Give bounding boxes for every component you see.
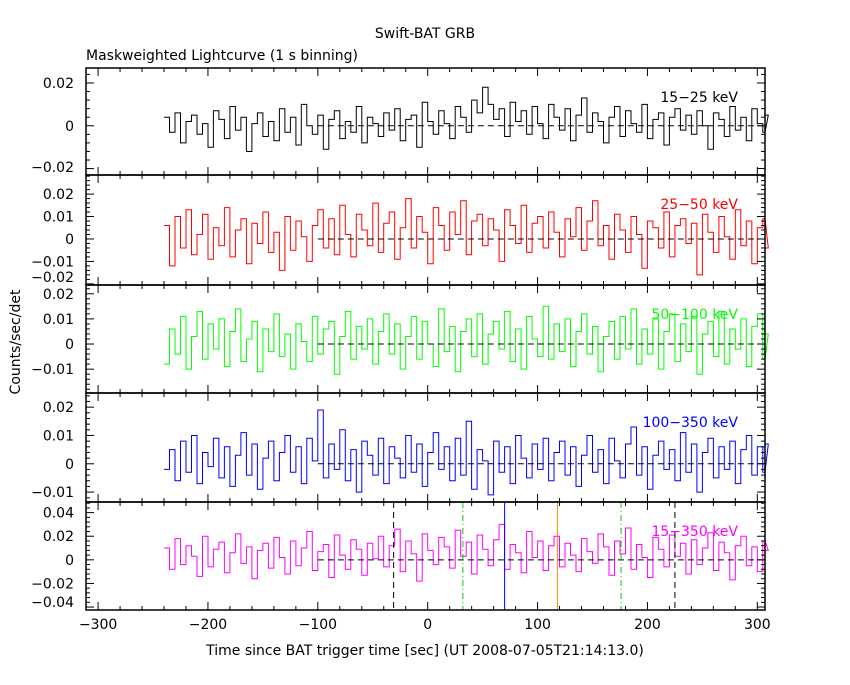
y-axis-label: Counts/sec/det (8, 289, 24, 394)
chart-title: Swift-BAT GRB (375, 26, 475, 42)
panel-frame (85, 501, 766, 611)
x-tick-label: 100 (524, 617, 551, 633)
y-tick-label: 0 (65, 553, 74, 569)
y-tick-label: −0.01 (31, 362, 74, 378)
lightcurve-series-4 (164, 523, 770, 582)
y-tick-label: 0.02 (43, 400, 74, 416)
y-tick-label: −0.02 (31, 160, 74, 176)
y-tick-label: 0 (65, 232, 74, 248)
y-tick-label: 0.02 (43, 187, 74, 203)
x-tick-label: −300 (79, 617, 117, 633)
y-tick-label: −0.02 (31, 576, 74, 592)
y-tick-label: 0 (65, 337, 74, 353)
x-axis-label: Time since BAT trigger time [sec] (UT 20… (205, 643, 644, 659)
lightcurve-series-0 (164, 86, 769, 152)
x-tick-label: 200 (634, 617, 661, 633)
band-label: 50−100 keV (651, 307, 738, 323)
y-tick-label: 0 (65, 457, 74, 473)
lightcurve-series-1 (164, 198, 769, 276)
y-tick-label: 0.02 (43, 529, 74, 545)
y-tick-label: 0.01 (43, 312, 74, 328)
band-label: 15−350 keV (651, 524, 738, 540)
band-label: 100−350 keV (643, 415, 739, 431)
x-tick-label: 0 (423, 617, 432, 633)
panel-frame (85, 174, 766, 286)
y-tick-label: 0.01 (43, 210, 74, 226)
y-tick-label: 0.04 (43, 506, 74, 522)
y-tick-label: 0.02 (43, 76, 74, 92)
band-label: 15−25 keV (660, 90, 738, 106)
y-tick-label: 0 (65, 119, 74, 135)
y-tick-label: −0.01 (31, 254, 74, 270)
x-tick-label: 300 (744, 617, 771, 633)
chart-subtitle: Maskweighted Lightcurve (1 s binning) (86, 48, 358, 64)
y-tick-label: −0.02 (31, 270, 74, 286)
band-label: 25−50 keV (660, 197, 738, 213)
y-tick-label: 0.02 (43, 287, 74, 303)
y-tick-label: −0.01 (31, 485, 74, 501)
lightcurve-series-2 (164, 305, 769, 375)
panel-frame (85, 392, 766, 503)
x-tick-label: −200 (189, 617, 227, 633)
panel-frame (85, 284, 766, 394)
lightcurve-series-3 (164, 409, 769, 496)
x-tick-label: −100 (299, 617, 337, 633)
y-tick-label: −0.04 (31, 595, 74, 611)
y-tick-label: 0.01 (43, 428, 74, 444)
